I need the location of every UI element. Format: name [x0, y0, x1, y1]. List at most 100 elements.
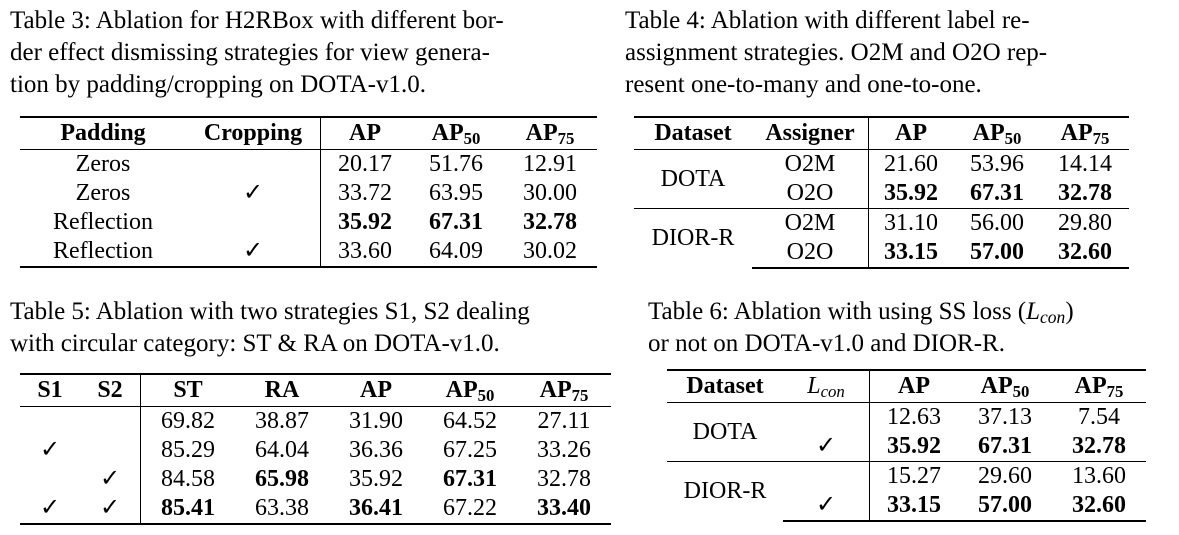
table-cell: 67.25 [443, 437, 497, 463]
table-row: Zeros 20.17 51.76 12.91 [20, 149, 597, 180]
table-cell: 33.72 [320, 179, 409, 208]
t5-header-ap50: AP50 [423, 373, 517, 407]
table-cell: 64.04 [255, 437, 309, 463]
table-cell: 12.63 [869, 402, 958, 432]
table-row: O2O 35.92 67.31 32.78 [634, 179, 1129, 209]
t6-header-ap75: AP75 [1052, 369, 1146, 403]
table-cell [783, 461, 870, 491]
table-row: O2O 33.15 57.00 32.60 [634, 238, 1129, 269]
table-cell: 20.17 [320, 149, 409, 179]
t5-header-ap75: AP75 [517, 373, 611, 407]
t5-header-ra: RA [235, 373, 329, 407]
table-row: ✓ ✓ 85.41 63.38 36.41 67.22 33.40 [20, 494, 611, 525]
table-cell: Zeros [75, 180, 131, 206]
table-cell: ✓ [783, 491, 870, 522]
table-cell: 38.87 [255, 408, 309, 434]
table-row: DOTA O2M 21.60 53.96 14.14 [634, 149, 1129, 192]
table-cell: 64.52 [443, 408, 497, 434]
table-row: ✓ 35.92 67.31 32.78 [667, 432, 1146, 462]
t6-dataset-dior: DIOR-R [667, 461, 783, 521]
table-cell: 69.82 [140, 406, 235, 436]
table-cell: 30.00 [523, 180, 577, 206]
table-cell: 67.31 [970, 180, 1024, 206]
t5-header-s2: S2 [80, 373, 141, 407]
t5-header-ap: AP [329, 373, 423, 407]
table-row: DOTA 12.63 37.13 7.54 [667, 402, 1146, 445]
t6-header-ap: AP [869, 369, 958, 403]
table-cell: 63.38 [235, 494, 329, 525]
table-cell: 85.29 [140, 436, 235, 465]
t3-header-ap: AP [320, 116, 409, 150]
table-cell: 57.00 [953, 238, 1041, 269]
table-cell: 67.31 [429, 209, 483, 235]
table-cell: 36.41 [329, 494, 423, 525]
table-cell: 37.13 [978, 404, 1032, 430]
table-cell [80, 436, 141, 465]
table-cell: 35.92 [349, 466, 403, 492]
table-cell: 51.76 [429, 151, 483, 177]
table-cell: ✓ [80, 494, 141, 525]
table-cell: 35.92 [320, 208, 409, 237]
table6: Dataset Lcon AP AP50 AP75 DOTA 12.63 37.1… [667, 369, 1146, 522]
t3-header-cropping: Cropping [186, 116, 321, 150]
table-cell: ✓ [242, 180, 264, 206]
table-cell [80, 407, 141, 437]
t4-dataset-dota: DOTA [660, 165, 726, 192]
table4: Dataset Assigner AP AP50 AP75 DOTA O2M 2… [634, 116, 1129, 269]
table3-caption: Table 3: Ablation for H2RBox with differ… [10, 7, 504, 98]
table-cell [186, 208, 321, 237]
t3-header-padding: Padding [20, 116, 186, 150]
table-cell: 65.98 [255, 466, 309, 492]
table-cell: 33.15 [869, 491, 958, 522]
table4-caption: Table 4: Ablation with different label r… [625, 7, 1048, 98]
table-cell: 57.00 [958, 491, 1052, 522]
table-cell: O2O [786, 180, 834, 206]
table-cell: 85.41 [140, 494, 235, 525]
table-cell: 7.54 [1078, 404, 1120, 430]
table3: Padding Cropping AP AP50 AP75 Zeros 20.1… [20, 116, 597, 268]
table-cell: Zeros [75, 151, 131, 177]
table-cell: 32.78 [1072, 433, 1126, 459]
table-row: Reflection ✓ 33.60 64.09 30.02 [20, 237, 597, 268]
table-cell: ✓ [186, 237, 321, 268]
table-cell [20, 465, 80, 494]
table5-caption: Table 5: Ablation with two strategies S1… [10, 298, 530, 357]
t4-header-ap75: AP75 [1041, 116, 1129, 150]
table-cell: ✓ [99, 466, 121, 492]
table-cell: 84.58 [140, 465, 235, 494]
table-cell: 14.14 [1058, 151, 1112, 177]
table-cell: 21.60 [868, 149, 953, 179]
t6-header-dataset: Dataset [667, 369, 783, 403]
table-cell: 67.22 [423, 494, 517, 525]
table-cell: 36.36 [349, 437, 403, 463]
table-cell: 32.60 [1052, 491, 1146, 522]
table-cell [186, 150, 321, 180]
t4-dataset-dior: DIOR-R [634, 208, 752, 268]
table-cell: O2M [752, 208, 869, 238]
table-row: DIOR-R O2M 31.10 56.00 29.80 [634, 208, 1129, 268]
table-cell: 63.95 [429, 180, 483, 206]
table-cell: 53.96 [970, 151, 1024, 177]
table-cell: 32.78 [523, 209, 577, 235]
table-cell: 31.90 [349, 408, 403, 434]
table-cell: O2O [752, 238, 869, 269]
table-cell: 13.60 [1052, 461, 1146, 491]
table-cell: ✓ [39, 437, 61, 463]
table-cell: 35.92 [868, 179, 953, 209]
table-row: Zeros ✓ 33.72 63.95 30.00 [20, 179, 597, 208]
table-row: ✓ 33.15 57.00 32.60 [667, 491, 1146, 522]
table-cell: 32.78 [1058, 180, 1112, 206]
table-cell [20, 407, 80, 437]
table-cell: 32.60 [1041, 238, 1129, 269]
t3-header-ap75: AP75 [503, 116, 597, 150]
t5-header-st: ST [140, 373, 235, 407]
table-cell: 67.31 [978, 433, 1032, 459]
t4-header-assigner: Assigner [752, 116, 869, 150]
table-cell: 30.02 [503, 237, 597, 268]
table-cell: 33.26 [537, 437, 591, 463]
t6-header-lcon: Lcon [783, 369, 870, 403]
table-cell: 64.09 [409, 237, 503, 268]
t5-header-s1: S1 [20, 373, 80, 407]
t4-header-dataset: Dataset [634, 116, 752, 150]
table-cell: ✓ [20, 494, 80, 525]
